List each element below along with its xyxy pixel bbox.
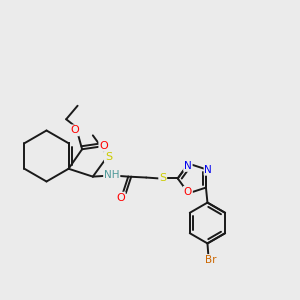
Text: O: O [70,125,79,135]
Text: S: S [105,152,112,162]
Text: S: S [159,173,166,183]
Text: NH: NH [104,170,119,180]
Text: O: O [116,193,125,202]
Text: N: N [205,165,212,175]
Text: O: O [99,141,108,151]
Text: Br: Br [205,255,216,265]
Text: O: O [184,187,192,197]
Text: N: N [184,161,192,171]
